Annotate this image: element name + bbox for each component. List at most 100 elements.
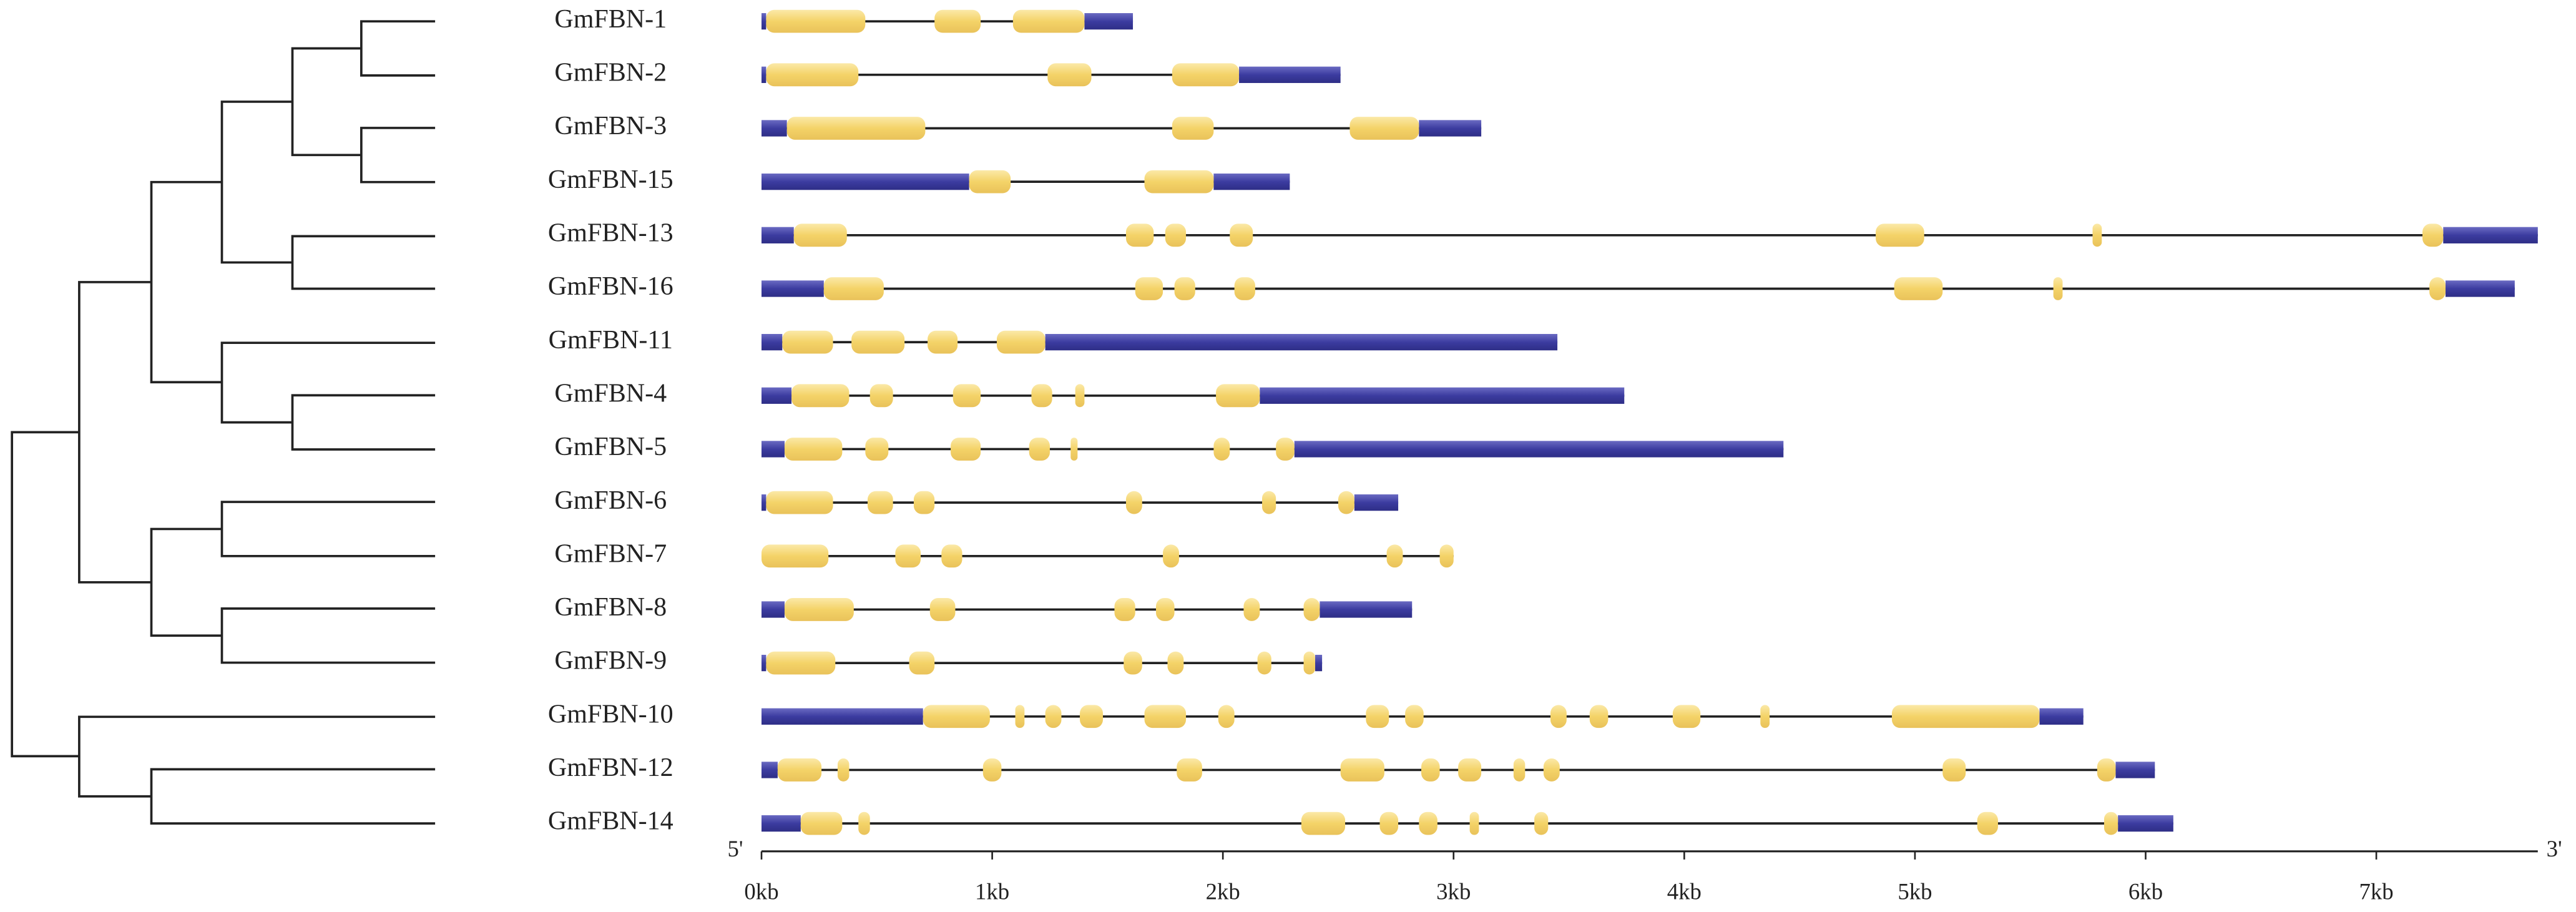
cds bbox=[1029, 438, 1050, 461]
cds bbox=[1080, 705, 1103, 728]
cds bbox=[923, 705, 990, 728]
cds bbox=[1303, 651, 1316, 675]
cds bbox=[2422, 223, 2444, 247]
cds bbox=[2053, 277, 2063, 300]
gene-label: GmFBN-7 bbox=[554, 539, 667, 568]
cds bbox=[1144, 170, 1214, 194]
utr bbox=[762, 654, 766, 672]
gene-label: GmFBN-16 bbox=[548, 272, 673, 301]
cds bbox=[1876, 223, 1924, 247]
cds bbox=[1543, 758, 1560, 782]
cds bbox=[1891, 705, 2040, 728]
gene-label: GmFBN-3 bbox=[554, 112, 667, 140]
cds bbox=[996, 330, 1046, 354]
gene-label: GmFBN-13 bbox=[548, 218, 673, 247]
cds bbox=[1114, 598, 1135, 621]
utr bbox=[1419, 120, 1482, 137]
utr bbox=[1084, 13, 1134, 30]
cds bbox=[909, 651, 935, 675]
cds bbox=[858, 811, 870, 835]
gene-label: GmFBN-11 bbox=[549, 326, 673, 355]
cds bbox=[1340, 758, 1384, 782]
utr bbox=[762, 815, 801, 832]
cds bbox=[1589, 705, 1609, 728]
utr bbox=[1315, 654, 1323, 672]
cds bbox=[786, 117, 926, 140]
cds bbox=[1075, 384, 1085, 408]
cds bbox=[766, 63, 859, 87]
cds bbox=[1165, 223, 1187, 247]
gene-label: GmFBN-12 bbox=[548, 753, 673, 782]
cds bbox=[1550, 705, 1567, 728]
utr bbox=[2039, 708, 2084, 725]
cds bbox=[766, 491, 833, 514]
cds bbox=[1234, 277, 1255, 300]
x-tick-label: 7kb bbox=[2359, 879, 2394, 905]
cds bbox=[951, 438, 981, 461]
cds bbox=[1534, 811, 1549, 835]
cds bbox=[982, 758, 1002, 782]
cds bbox=[1977, 811, 1998, 835]
utr bbox=[762, 333, 783, 351]
three-prime-label: 3' bbox=[2547, 836, 2562, 861]
cds bbox=[934, 9, 981, 33]
cds bbox=[1421, 758, 1440, 782]
gene-label: GmFBN-9 bbox=[554, 647, 667, 675]
cds bbox=[784, 438, 843, 461]
cds bbox=[1439, 544, 1454, 568]
utr bbox=[1354, 494, 1399, 511]
phylogenetic-tree bbox=[11, 20, 436, 825]
cds bbox=[1218, 705, 1235, 728]
cds bbox=[1031, 384, 1052, 408]
gene-label: GmFBN-14 bbox=[548, 807, 673, 836]
cds bbox=[1243, 598, 1260, 621]
utr bbox=[762, 494, 766, 511]
utr bbox=[1294, 441, 1784, 458]
cds bbox=[2429, 277, 2446, 300]
utr bbox=[762, 280, 824, 297]
cds bbox=[1338, 491, 1354, 514]
cds bbox=[1155, 598, 1175, 621]
cds bbox=[929, 598, 956, 621]
cds bbox=[869, 384, 893, 408]
cds bbox=[913, 491, 935, 514]
cds bbox=[1177, 758, 1202, 782]
cds bbox=[1458, 758, 1482, 782]
x-tick-label: 1kb bbox=[975, 879, 1009, 905]
cds bbox=[1125, 491, 1142, 514]
cds bbox=[2097, 758, 2116, 782]
cds bbox=[851, 330, 905, 354]
cds bbox=[1163, 544, 1179, 568]
cds bbox=[782, 330, 833, 354]
cds bbox=[1045, 705, 1062, 728]
x-tick-label: 6kb bbox=[2128, 879, 2163, 905]
utr bbox=[1045, 333, 1558, 351]
x-tick-label: 5kb bbox=[1898, 879, 1932, 905]
cds bbox=[1942, 758, 1966, 782]
utr bbox=[762, 227, 794, 243]
gene-label: GmFBN-8 bbox=[554, 593, 667, 622]
cds bbox=[1047, 63, 1092, 87]
gene-label: GmFBN-6 bbox=[554, 486, 667, 515]
cds bbox=[1144, 705, 1187, 728]
cds bbox=[1257, 651, 1271, 675]
cds bbox=[865, 438, 889, 461]
cds bbox=[1405, 705, 1424, 728]
cds bbox=[1469, 811, 1479, 835]
cds bbox=[800, 811, 843, 835]
cds bbox=[1230, 223, 1253, 247]
cds bbox=[969, 170, 1011, 194]
x-tick-label: 0kb bbox=[744, 879, 778, 905]
utr bbox=[2118, 815, 2173, 832]
utr bbox=[762, 13, 766, 30]
cds bbox=[1012, 9, 1085, 33]
cds bbox=[1760, 705, 1770, 728]
gene-label: GmFBN-5 bbox=[554, 433, 667, 461]
gene-label: GmFBN-1 bbox=[554, 5, 667, 34]
utr bbox=[762, 174, 969, 190]
cds bbox=[1070, 438, 1078, 461]
cds bbox=[1419, 811, 1437, 835]
cds bbox=[1366, 705, 1389, 728]
cds bbox=[2103, 811, 2118, 835]
cds bbox=[1125, 223, 1154, 247]
